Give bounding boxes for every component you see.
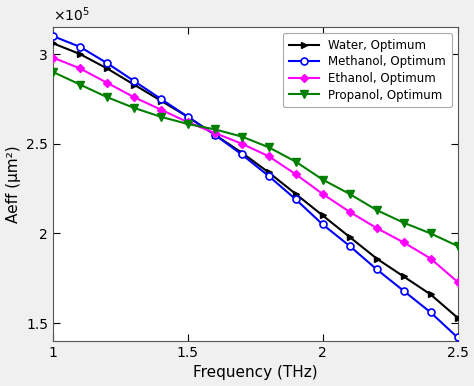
Water, Optimum bbox=[347, 235, 353, 239]
Propanol, Optimum bbox=[77, 82, 83, 87]
X-axis label: Frequency (THz): Frequency (THz) bbox=[193, 366, 318, 381]
Methanol, Optimum bbox=[239, 152, 245, 157]
Text: $\times10^5$: $\times10^5$ bbox=[53, 5, 90, 24]
Y-axis label: Aeff (μm²): Aeff (μm²) bbox=[6, 145, 20, 223]
Water, Optimum bbox=[293, 191, 299, 196]
Water, Optimum bbox=[158, 98, 164, 103]
Propanol, Optimum bbox=[293, 159, 299, 164]
Methanol, Optimum bbox=[131, 79, 137, 83]
Methanol, Optimum bbox=[293, 197, 299, 201]
Propanol, Optimum bbox=[131, 105, 137, 110]
Ethanol, Optimum bbox=[158, 107, 164, 112]
Propanol, Optimum bbox=[401, 220, 406, 225]
Ethanol, Optimum bbox=[428, 256, 433, 261]
Water, Optimum bbox=[428, 292, 433, 297]
Ethanol, Optimum bbox=[374, 226, 380, 230]
Water, Optimum bbox=[77, 52, 83, 56]
Propanol, Optimum bbox=[104, 95, 110, 100]
Ethanol, Optimum bbox=[50, 55, 56, 60]
Propanol, Optimum bbox=[374, 208, 380, 212]
Methanol, Optimum bbox=[158, 96, 164, 101]
Ethanol, Optimum bbox=[401, 240, 406, 245]
Propanol, Optimum bbox=[158, 115, 164, 119]
Legend: Water, Optimum, Methanol, Optimum, Ethanol, Optimum, Propanol, Optimum: Water, Optimum, Methanol, Optimum, Ethan… bbox=[283, 33, 452, 107]
Water, Optimum bbox=[239, 151, 245, 155]
Ethanol, Optimum bbox=[185, 120, 191, 125]
Methanol, Optimum bbox=[347, 244, 353, 248]
Propanol, Optimum bbox=[266, 145, 272, 150]
Methanol, Optimum bbox=[266, 174, 272, 178]
Ethanol, Optimum bbox=[266, 154, 272, 159]
Methanol, Optimum bbox=[212, 132, 218, 137]
Ethanol, Optimum bbox=[347, 210, 353, 214]
Line: Water, Optimum: Water, Optimum bbox=[49, 40, 461, 321]
Ethanol, Optimum bbox=[77, 66, 83, 71]
Ethanol, Optimum bbox=[293, 172, 299, 176]
Methanol, Optimum bbox=[428, 310, 433, 315]
Propanol, Optimum bbox=[185, 122, 191, 126]
Water, Optimum bbox=[320, 213, 326, 218]
Water, Optimum bbox=[50, 41, 56, 46]
Propanol, Optimum bbox=[50, 69, 56, 74]
Ethanol, Optimum bbox=[104, 80, 110, 85]
Methanol, Optimum bbox=[50, 34, 56, 39]
Propanol, Optimum bbox=[455, 244, 460, 248]
Propanol, Optimum bbox=[320, 177, 326, 182]
Propanol, Optimum bbox=[347, 191, 353, 196]
Line: Methanol, Optimum: Methanol, Optimum bbox=[49, 33, 461, 341]
Ethanol, Optimum bbox=[239, 141, 245, 146]
Water, Optimum bbox=[266, 170, 272, 175]
Propanol, Optimum bbox=[239, 134, 245, 139]
Line: Ethanol, Optimum: Ethanol, Optimum bbox=[50, 54, 461, 285]
Methanol, Optimum bbox=[77, 44, 83, 49]
Methanol, Optimum bbox=[401, 288, 406, 293]
Line: Propanol, Optimum: Propanol, Optimum bbox=[49, 68, 462, 250]
Ethanol, Optimum bbox=[320, 191, 326, 196]
Propanol, Optimum bbox=[428, 231, 433, 236]
Water, Optimum bbox=[131, 82, 137, 87]
Water, Optimum bbox=[401, 274, 406, 279]
Water, Optimum bbox=[104, 66, 110, 71]
Ethanol, Optimum bbox=[455, 279, 460, 284]
Methanol, Optimum bbox=[455, 335, 460, 340]
Methanol, Optimum bbox=[104, 61, 110, 65]
Water, Optimum bbox=[374, 256, 380, 261]
Propanol, Optimum bbox=[212, 127, 218, 132]
Methanol, Optimum bbox=[374, 267, 380, 272]
Ethanol, Optimum bbox=[212, 130, 218, 135]
Ethanol, Optimum bbox=[131, 95, 137, 100]
Water, Optimum bbox=[185, 115, 191, 119]
Methanol, Optimum bbox=[320, 222, 326, 227]
Methanol, Optimum bbox=[185, 115, 191, 119]
Water, Optimum bbox=[455, 315, 460, 320]
Water, Optimum bbox=[212, 132, 218, 137]
